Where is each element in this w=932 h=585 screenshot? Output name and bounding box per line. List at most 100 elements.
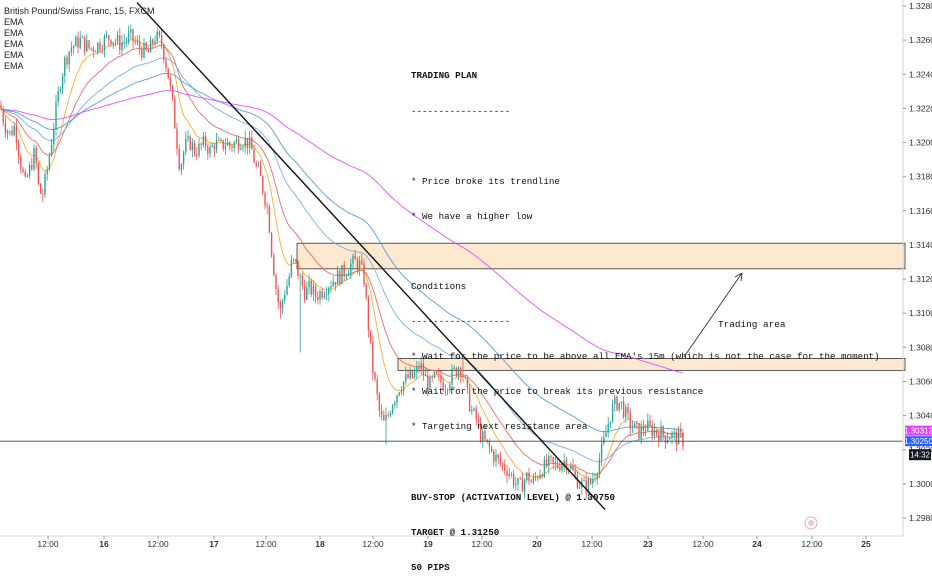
candle-body — [411, 371, 414, 378]
candle-body — [86, 40, 88, 52]
candle-body — [178, 148, 180, 170]
candle-body — [22, 169, 24, 173]
candle-body — [275, 275, 277, 290]
candle-body — [361, 260, 363, 264]
candle-body — [240, 148, 242, 150]
candle-body — [68, 51, 70, 65]
candle-body — [215, 139, 218, 150]
candle-body — [237, 139, 240, 150]
x-tick-label: 12:00 — [37, 539, 59, 549]
ema-indicator-5[interactable]: EMA — [4, 61, 24, 71]
candle-body — [488, 440, 491, 448]
price-badge-ema-label: 1.30312 — [904, 427, 932, 436]
candle-body — [191, 142, 194, 150]
candle-body — [57, 90, 59, 103]
candle-body — [629, 412, 631, 429]
candle-body — [356, 259, 359, 270]
candle-body — [72, 46, 75, 49]
candle-body — [343, 265, 345, 277]
candle-body — [614, 396, 616, 405]
candle-body — [431, 376, 433, 378]
candle-body — [211, 145, 213, 147]
candle-body — [176, 128, 178, 149]
candle-body — [94, 51, 97, 53]
candle-body — [517, 478, 519, 485]
candle-body — [435, 371, 438, 375]
ema-indicator-1[interactable]: EMA — [4, 17, 24, 27]
pips-value: 50 PIPS — [411, 561, 450, 573]
candle-body — [196, 154, 198, 156]
candle-body — [246, 138, 249, 148]
candle-body — [609, 421, 612, 424]
candle-body — [550, 455, 552, 457]
candle-body — [376, 379, 378, 395]
candle-body — [545, 459, 548, 467]
x-tick-label: 17 — [209, 539, 219, 549]
candle-body — [88, 40, 90, 48]
candle-body — [541, 474, 543, 477]
candle-body — [310, 280, 312, 295]
candle-body — [365, 284, 367, 298]
candle-body — [451, 368, 453, 385]
candle-body — [603, 436, 605, 444]
candle-body — [565, 460, 568, 471]
candle-body — [24, 172, 26, 177]
candle-body — [427, 375, 429, 389]
candle-body — [147, 49, 150, 53]
trading-area-label: Trading area — [718, 319, 786, 330]
candle-body — [4, 122, 7, 134]
candle-body — [334, 282, 337, 286]
candle-body — [440, 374, 442, 383]
candle-body — [44, 174, 46, 195]
candle-body — [372, 341, 374, 373]
candle-body — [640, 426, 642, 439]
candle-body — [363, 263, 365, 285]
candle-body — [209, 146, 211, 154]
candle-body — [6, 131, 9, 134]
candle-body — [231, 146, 233, 149]
price-chart[interactable]: 1.32800 1.32600 1.32400 1.32200 1.32000 1.318… — [0, 0, 932, 550]
candle-body — [600, 443, 603, 459]
candle-body — [171, 85, 174, 99]
ema-indicator-3[interactable]: EMA — [4, 39, 24, 49]
candle-body — [101, 50, 103, 52]
trendline — [136, 2, 606, 510]
candle-body — [314, 286, 317, 298]
candle-body — [649, 420, 651, 426]
ema-indicator-2[interactable]: EMA — [4, 28, 24, 38]
candle-body — [20, 156, 22, 170]
candle-body — [123, 41, 125, 43]
candle-body — [512, 473, 515, 486]
candle-body — [543, 459, 546, 477]
candle-body — [677, 429, 680, 445]
candle-body — [284, 294, 286, 301]
candle-body — [244, 138, 246, 147]
candle-body — [501, 463, 504, 465]
candle-body — [136, 41, 139, 43]
candles — [0, 24, 684, 500]
candle-body — [673, 431, 675, 433]
symbol-title[interactable]: British Pound/Swiss Franc, 15, FXCM — [4, 6, 155, 16]
candle-body — [15, 125, 18, 143]
candle-body — [484, 431, 486, 440]
candle-body — [28, 164, 31, 177]
conditions-title: Conditions — [411, 281, 467, 293]
candle-body — [200, 143, 202, 145]
candle-body — [255, 162, 257, 167]
candle-body — [572, 465, 574, 471]
candle-body — [607, 423, 609, 433]
candle-body — [328, 288, 330, 295]
candle-body — [548, 455, 550, 467]
candle-body — [152, 39, 154, 44]
candle-body — [429, 376, 431, 389]
candle-body — [251, 137, 253, 150]
candle-body — [592, 479, 594, 484]
candle-body — [42, 193, 44, 195]
ema-indicator-4[interactable]: EMA — [4, 50, 24, 60]
target-level: TARGET @ 1.31250 — [411, 526, 500, 538]
candle-body — [90, 47, 92, 49]
candle-body — [259, 165, 262, 177]
candle-body — [636, 422, 638, 424]
candle-body — [266, 205, 268, 207]
candle-body — [442, 382, 444, 391]
